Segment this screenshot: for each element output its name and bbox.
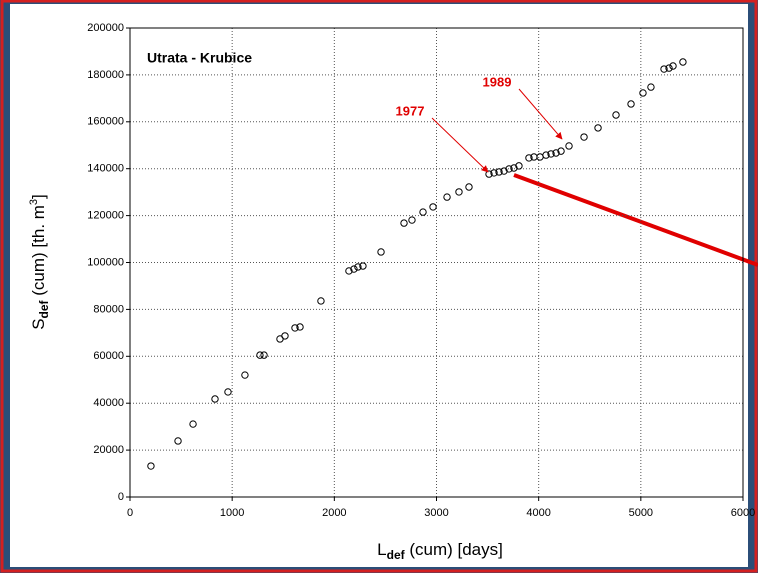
x-axis-label: Ldef (cum) [days] [377,540,503,562]
point [557,147,565,155]
point [495,168,503,176]
y-tick-label: 80000 [93,303,124,315]
point [665,64,673,72]
x-tick-label: 5000 [629,507,653,519]
point [627,100,635,108]
point [408,216,416,224]
point [455,188,463,196]
point [189,420,197,428]
point [660,65,668,73]
point [612,111,620,119]
point [443,193,451,201]
y-tick-label: 100000 [87,256,124,268]
chart-title: Utrata - Krubice [147,50,252,66]
point [580,133,588,141]
x-tick-label: 2000 [322,507,346,519]
annotation: 1989 [483,74,512,89]
point [400,219,408,227]
point [224,388,232,396]
point [490,169,498,177]
x-tick-label: 0 [127,507,133,519]
point [317,297,325,305]
point [354,263,362,271]
point [639,89,647,97]
point [500,167,508,175]
y-tick-label: 120000 [87,210,124,222]
y-tick-label: 0 [118,491,124,503]
point [485,170,493,178]
point [147,462,155,470]
x-tick-label: 1000 [220,507,244,519]
y-tick-label: 40000 [93,397,124,409]
point [345,267,353,275]
plot-area [129,27,744,498]
point [419,208,427,216]
point [429,203,437,211]
point [359,262,367,270]
point [505,165,513,173]
panel [10,4,748,567]
y-tick-label: 200000 [87,22,124,34]
y-tick-label: 140000 [87,163,124,175]
point [281,332,289,340]
point [174,437,182,445]
y-tick-label: 160000 [87,116,124,128]
point [525,154,533,162]
point [296,323,304,331]
point [510,164,518,172]
point [256,351,264,359]
point [465,183,473,191]
point [552,149,560,157]
point [542,151,550,159]
point [547,150,555,158]
point [565,142,573,150]
annotation-arrow [431,117,489,173]
point [515,162,523,170]
y-tick-label: 20000 [93,444,124,456]
x-tick-label: 6000 [731,507,755,519]
annotation-arrow [518,88,563,140]
point [679,58,687,66]
point [594,124,602,132]
point [260,351,268,359]
point [669,62,677,70]
y-tick-label: 180000 [87,69,124,81]
annotation: 1977 [396,103,425,118]
point [377,248,385,256]
point [241,371,249,379]
x-tick-label: 3000 [424,507,448,519]
x-tick-label: 4000 [526,507,550,519]
point [350,265,358,273]
point [211,395,219,403]
point [291,324,299,332]
pointer-line [513,173,758,267]
point [647,83,655,91]
y-axis-label: Sdef (cum) [th. m3] [28,194,51,330]
y-tick-label: 60000 [93,350,124,362]
